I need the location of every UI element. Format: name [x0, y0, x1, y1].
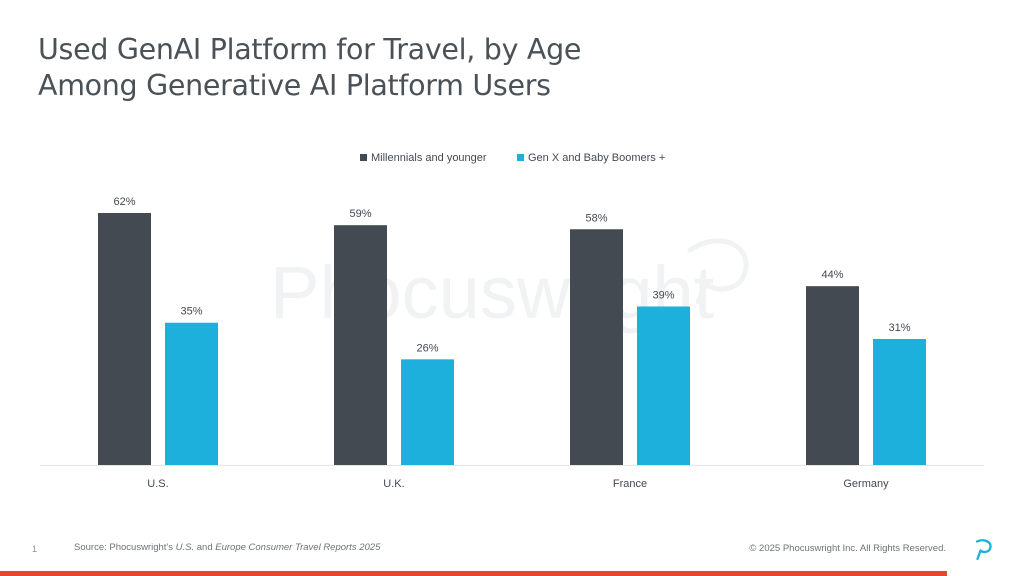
data-label-1-1: 62% [113, 196, 135, 208]
chart-title-line-1: Used GenAI Platform for Travel, by Age [38, 33, 582, 66]
bar-1-4 [806, 286, 859, 465]
data-label-2-1: 35% [180, 306, 202, 318]
bar-1-3 [570, 229, 623, 465]
data-label-2-3: 39% [652, 289, 674, 301]
page-number: 1 [32, 544, 38, 554]
x-tick-label-1: U.S. [147, 478, 168, 490]
x-tick-label-4: Germany [843, 478, 889, 490]
watermark-logo-icon [687, 238, 749, 305]
legend-swatch-1 [360, 154, 367, 161]
accent-bar [0, 571, 947, 576]
data-label-1-4: 44% [821, 269, 843, 281]
chart-title-line-2: Among Generative AI Platform Users [38, 69, 551, 102]
data-label-2-2: 26% [416, 342, 438, 354]
chart-title: Used GenAI Platform for Travel, by Age A… [38, 32, 581, 104]
source-europe: Europe Consumer Travel Reports 2025 [215, 542, 381, 553]
legend-swatch-2 [517, 154, 524, 161]
bar-2-1 [165, 322, 218, 465]
legend-label-2: Gen X and Baby Boomers + [528, 152, 665, 164]
data-label-1-3: 58% [585, 212, 607, 224]
bar-2-3 [637, 306, 690, 465]
source-prefix: Source: Phocuswright's [74, 542, 176, 553]
data-label-2-4: 31% [888, 322, 910, 334]
source-us: U.S. [175, 542, 195, 553]
copyright-note: © 2025 Phocuswright Inc. All Rights Rese… [749, 543, 946, 554]
bar-1-1 [98, 213, 151, 465]
bar-2-4 [873, 339, 926, 465]
phocuswright-logo-icon [975, 539, 992, 561]
data-label-1-2: 59% [349, 208, 371, 220]
bar-1-2 [334, 225, 387, 465]
bar-2-2 [401, 359, 454, 465]
source-note: Source: Phocuswright's U.S. and Europe C… [74, 542, 380, 553]
x-tick-label-2: U.K. [383, 478, 404, 490]
x-tick-label-3: France [613, 478, 647, 490]
legend-label-1: Millennials and younger [371, 152, 487, 164]
source-and: and [194, 542, 216, 553]
